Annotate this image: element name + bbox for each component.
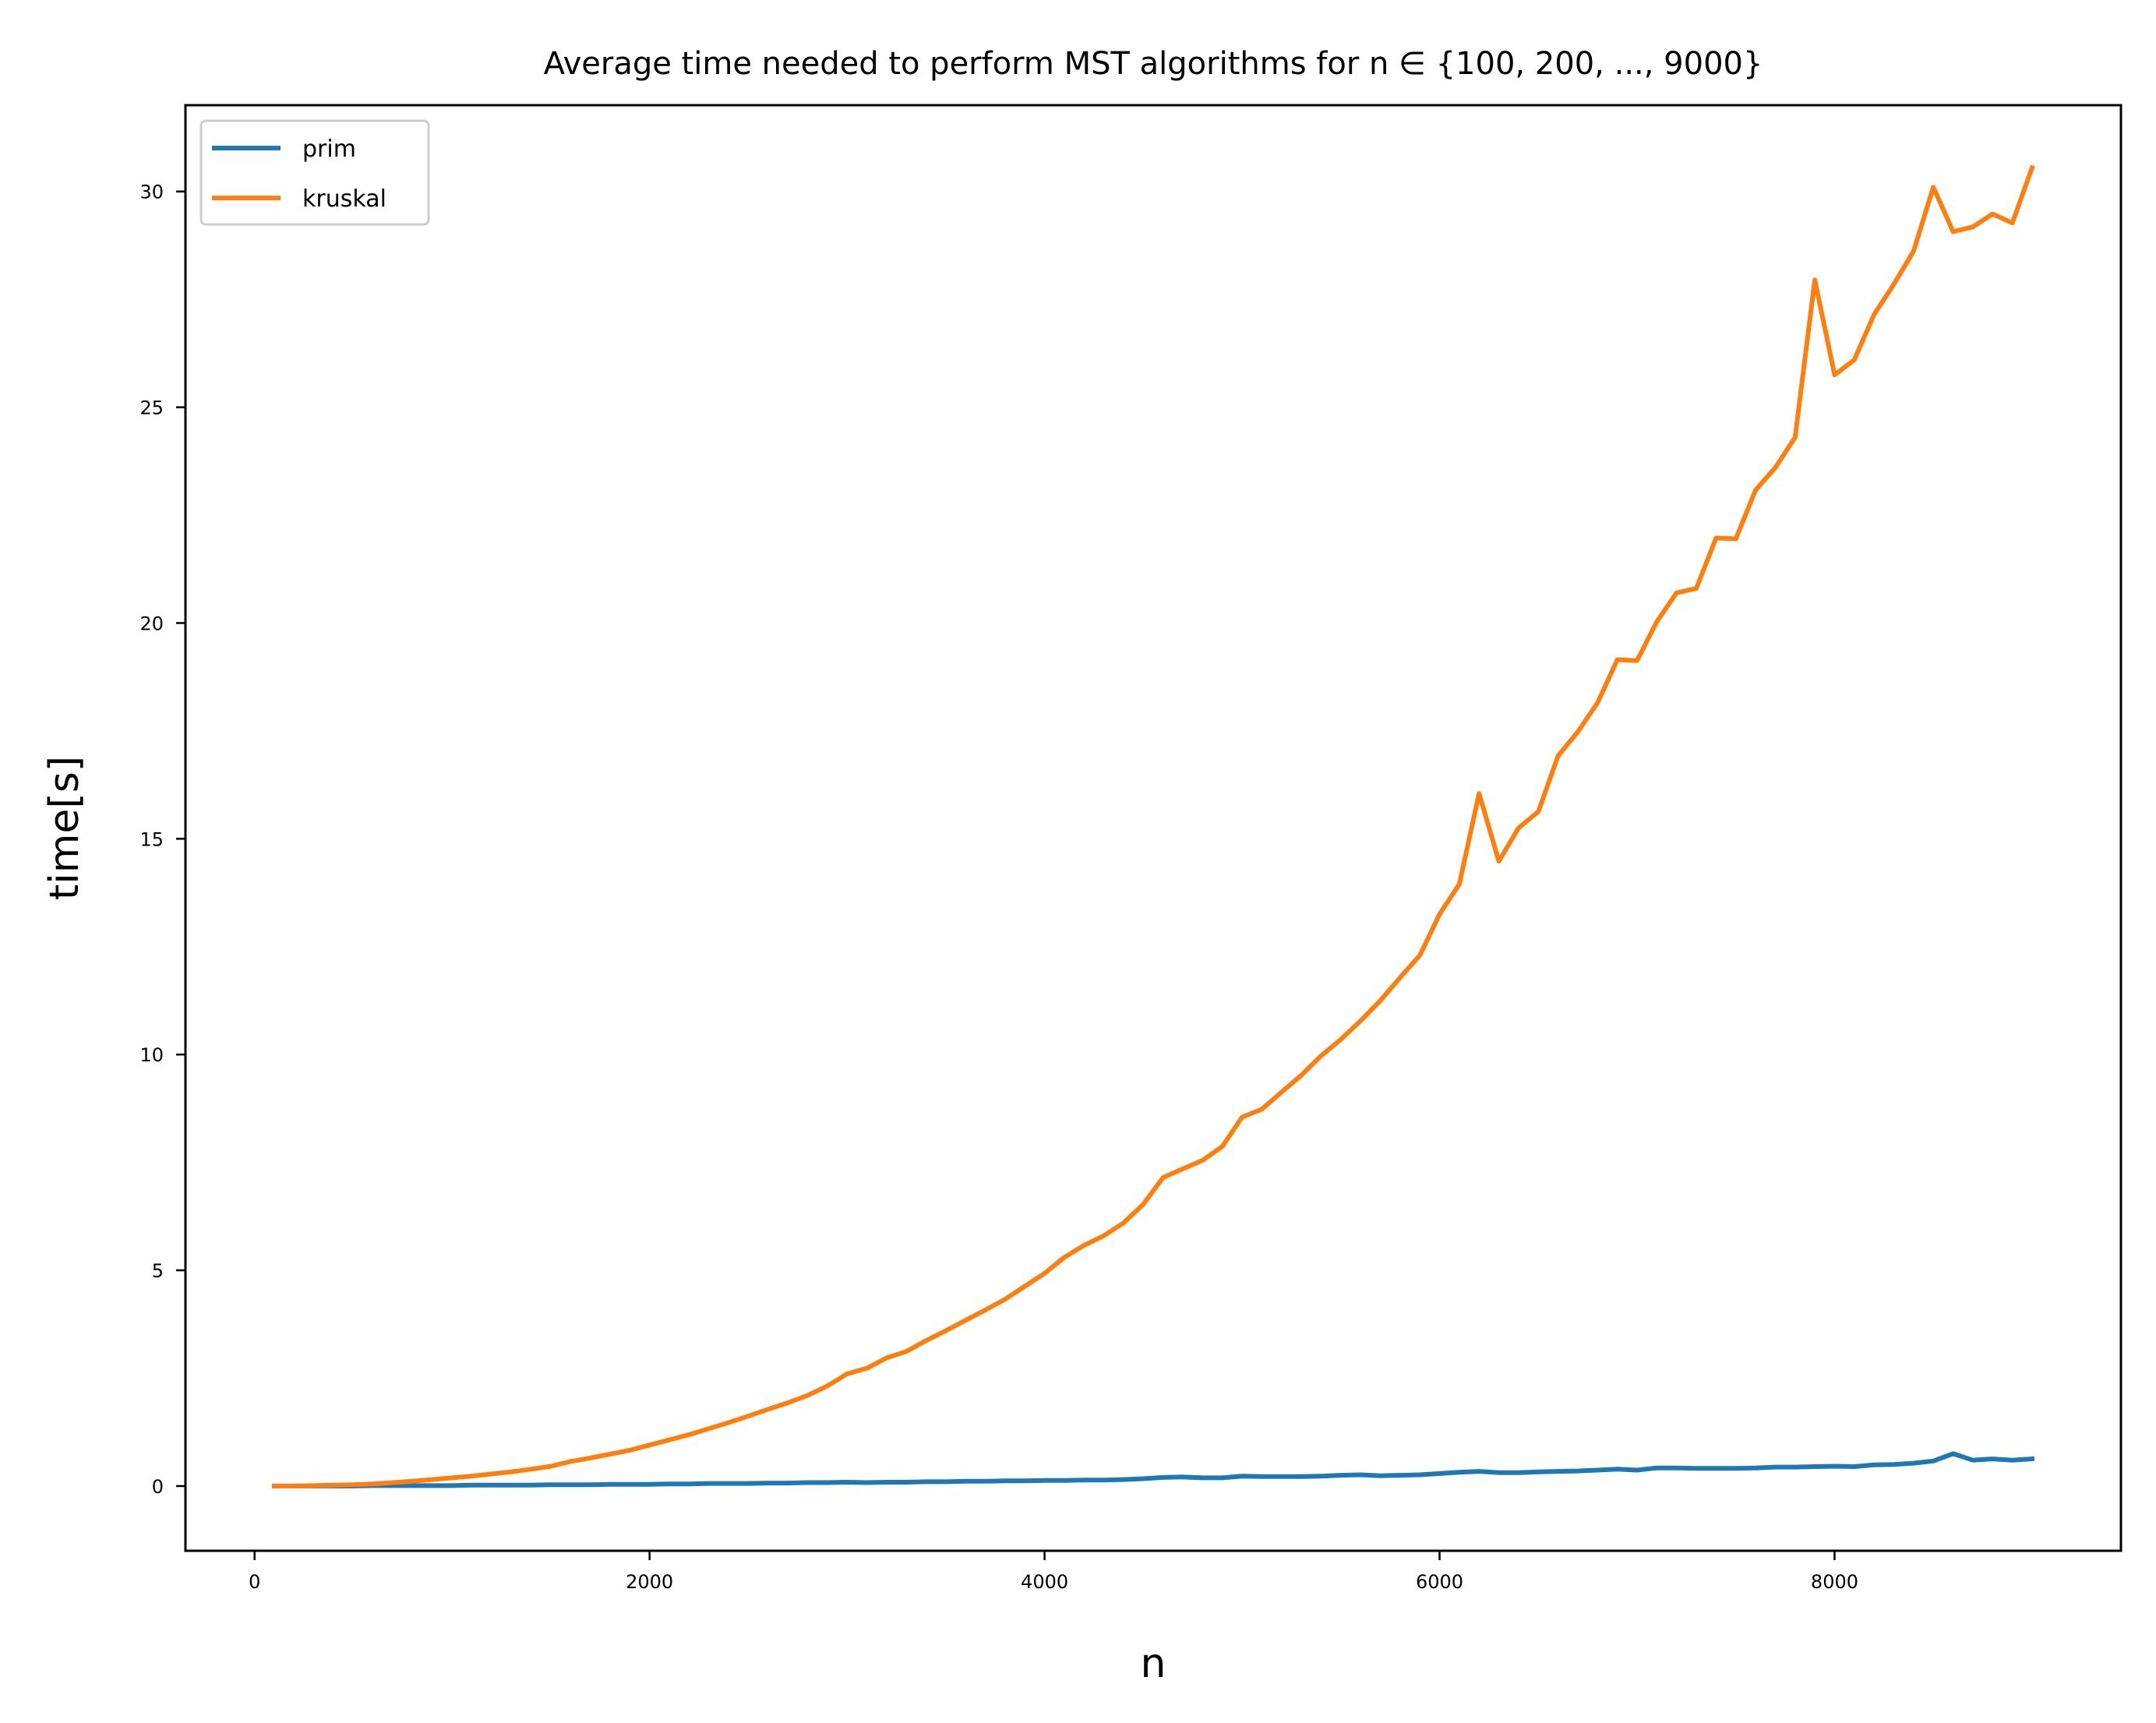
y-tick-label: 10 [139, 1044, 164, 1066]
series-layer [272, 164, 2035, 1488]
chart-title: Average time needed to perform MST algor… [544, 46, 1763, 82]
legend-label-kruskal: kruskal [302, 185, 386, 213]
series-line-kruskal [272, 164, 2035, 1488]
x-axis: 0 2000 4000 6000 8000 [249, 1551, 1858, 1593]
y-tick-label: 20 [139, 613, 164, 634]
y-tick-label: 25 [139, 397, 164, 419]
x-tick-label: 4000 [1021, 1571, 1068, 1593]
y-tick-label: 15 [139, 828, 164, 850]
x-tick-label: 0 [249, 1571, 260, 1593]
x-tick-label: 2000 [626, 1571, 673, 1593]
y-axis: 0 5 10 15 20 25 30 [139, 182, 185, 1498]
y-tick-label: 5 [152, 1260, 164, 1282]
x-tick-label: 6000 [1416, 1571, 1463, 1593]
y-tick-label: 0 [152, 1476, 164, 1498]
plot-area [184, 104, 2122, 1552]
y-axis-label: time[s] [41, 756, 88, 900]
x-tick-label: 8000 [1811, 1571, 1858, 1593]
x-axis-label: n [1141, 1640, 1166, 1687]
y-tick-label: 30 [139, 182, 164, 203]
series-line-prim [272, 1451, 2035, 1488]
legend: prim kruskal [199, 119, 430, 226]
legend-label-prim: prim [302, 136, 356, 163]
